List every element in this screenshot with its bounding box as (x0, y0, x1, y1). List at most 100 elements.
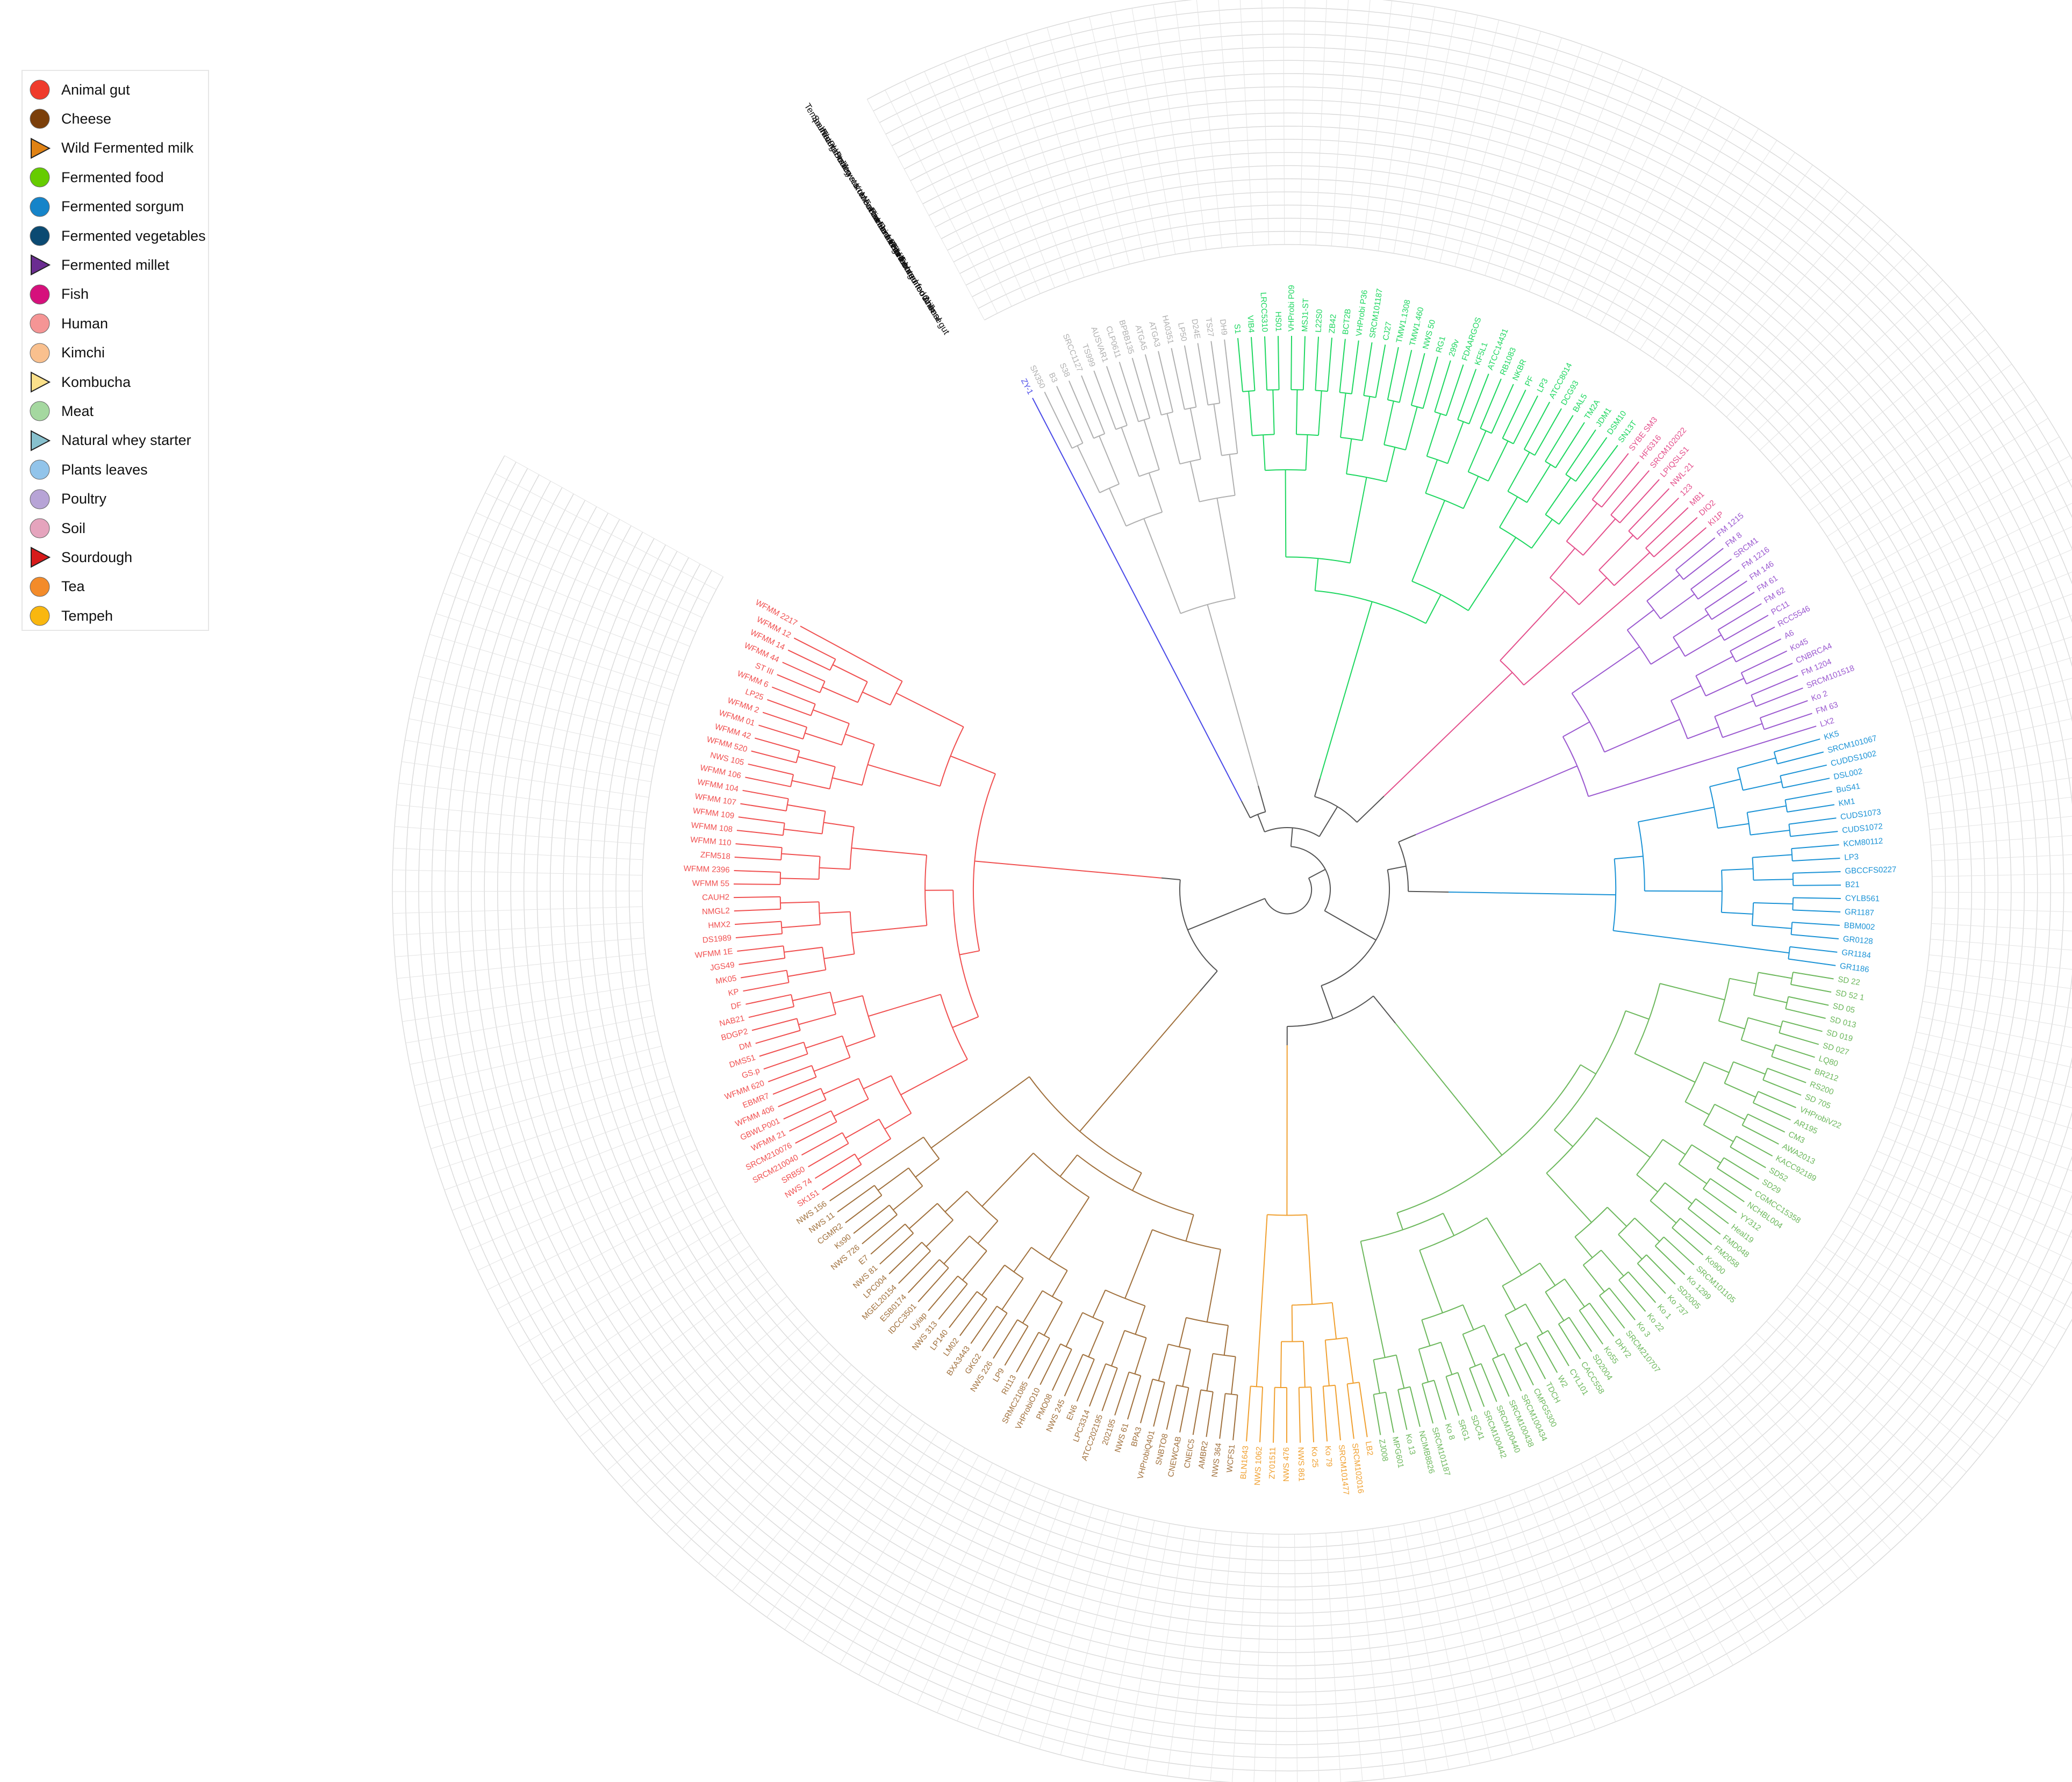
branch-line (1733, 1061, 1766, 1075)
grid-spoke (1927, 970, 2072, 989)
branch-line (1363, 342, 1373, 396)
branch-line (832, 777, 863, 786)
branch-line (1398, 834, 1416, 843)
branch-line (898, 1251, 931, 1284)
branch-line (1346, 1384, 1354, 1439)
legend-label: Fermented sorgum (61, 198, 184, 215)
branch-line (1550, 548, 1575, 578)
leaf-label: PF (1523, 375, 1536, 388)
branch-line (734, 857, 782, 861)
grid-spoke (1131, 8, 1176, 255)
branch-line (1324, 1340, 1330, 1386)
grid-spoke (418, 676, 661, 736)
grid-spoke (1196, 0, 1222, 248)
grid-spoke (1932, 892, 2072, 893)
branch-line (1232, 1395, 1238, 1441)
branch-line (1048, 1197, 1090, 1260)
leaf-label: MK05 (715, 974, 737, 986)
branch-arc (1373, 1391, 1386, 1395)
branch-line (813, 709, 850, 724)
branch-line (1127, 1375, 1142, 1420)
legend-marker-sourdough (31, 547, 51, 569)
branch-line (823, 1077, 859, 1095)
legend-marker-fermented-sorgum (30, 197, 50, 217)
branch-line (1257, 814, 1265, 832)
grid-spoke (1703, 205, 1865, 397)
branch-line (1504, 1314, 1522, 1346)
branch-line (1373, 995, 1396, 1024)
branch-arc (1785, 996, 1789, 1009)
branch-line (1004, 1326, 1029, 1366)
leaf-label: ZJ008 (1377, 1439, 1390, 1462)
branch-line (1179, 1388, 1189, 1433)
legend-marker-kimchi (30, 343, 50, 363)
grid-spoke (917, 1476, 1021, 1705)
branch-line (1290, 828, 1293, 847)
branch-arc (1591, 499, 1602, 508)
branch-line (1383, 401, 1394, 445)
leaf-label: CUDS1073 (1840, 807, 1881, 822)
grid-spoke (1102, 1520, 1155, 1765)
leaf-label: WFMM 106 (699, 763, 742, 780)
branch-line (737, 945, 784, 952)
grid-spoke (1690, 191, 1848, 387)
legend-marker-plants-leaves (30, 459, 50, 480)
branch-line (1314, 778, 1321, 797)
branch-line (1730, 1146, 1766, 1168)
branch-line (1462, 476, 1479, 509)
branch-line (1779, 1032, 1819, 1045)
branch-arc (803, 1042, 808, 1054)
legend: Animal gut Cheese Wild Fermented milk Ferme… (21, 70, 209, 631)
branch-line (1607, 1206, 1628, 1227)
branch-line (1290, 335, 1292, 390)
branch-line (915, 1158, 940, 1178)
grid-spoke (1925, 986, 2072, 1009)
leaf-label: CAUH2 (702, 893, 729, 902)
branch-line (771, 686, 816, 705)
leaf-label: B21 (1845, 880, 1860, 889)
branch-arc (811, 1065, 817, 1077)
branch-arc (1500, 660, 1524, 686)
branch-line (1684, 634, 1722, 657)
grid-spoke (579, 1284, 778, 1438)
grid-spoke (1896, 615, 2072, 677)
branch-line (1596, 1117, 1651, 1158)
grid-spoke (410, 1015, 655, 1065)
branch-line (1124, 1229, 1153, 1299)
leaf-label: VIB4 (1245, 315, 1256, 333)
branch-arc (1784, 800, 1788, 813)
leaf-label: LP25 (744, 687, 765, 702)
branch-line (1315, 336, 1319, 391)
branch-line (819, 867, 850, 870)
branch-line (1790, 983, 1832, 993)
branch-line (1199, 971, 1218, 992)
branch-line (1753, 902, 1793, 904)
legend-label: Kimchi (61, 344, 105, 361)
leaf-label: GS.p (741, 1066, 761, 1080)
branch-line (1626, 609, 1654, 631)
grid-spoke (1787, 1297, 1981, 1456)
grid-spoke (518, 1219, 734, 1348)
branch-line (1546, 1173, 1592, 1223)
branch-line (1537, 1336, 1558, 1373)
branch-arc (1373, 1354, 1397, 1361)
leaf-label: ZY01511 (1267, 1447, 1278, 1479)
branch-line (755, 737, 800, 751)
leaf-label: CJ27 (1381, 321, 1394, 341)
branch-line (792, 991, 830, 1001)
branch-line (1106, 366, 1128, 426)
grid-spoke (897, 1470, 1007, 1695)
branch-line (1534, 408, 1562, 456)
branch-line (795, 1121, 837, 1144)
branch-arc (1709, 786, 1718, 829)
branch-line (1273, 1387, 1275, 1443)
grid-spoke (1479, 1505, 1554, 1744)
grid-spoke (1393, 6, 1436, 254)
branch-line (952, 1016, 979, 1028)
grid-spoke (1558, 77, 1664, 305)
leaf-label: LB2 (1364, 1441, 1375, 1456)
branch-line (784, 946, 823, 953)
branch-line (1231, 1356, 1236, 1395)
branch-line (943, 1235, 970, 1264)
